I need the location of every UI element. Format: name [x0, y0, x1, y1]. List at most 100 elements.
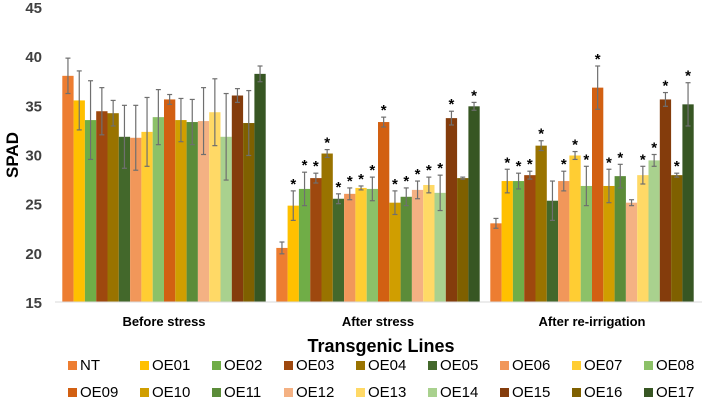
bar-oe04	[535, 145, 547, 302]
bar-oe05	[546, 200, 559, 302]
legend-label: OE16	[584, 384, 622, 401]
legend-label: OE17	[656, 384, 694, 401]
legend-swatch	[428, 361, 437, 370]
legend-item-oe13: OE13	[356, 384, 406, 401]
y-tick-label: 20	[25, 246, 42, 263]
legend-label: OE04	[368, 357, 406, 374]
significance-star: *	[471, 87, 477, 104]
y-ticks: 15 20 25 30 35 40 45	[25, 0, 42, 312]
legend-label: OE11	[224, 384, 261, 401]
legend-swatch	[284, 388, 293, 397]
legend-label: OE07	[584, 357, 622, 374]
bar-oe11	[186, 122, 198, 302]
legend-swatch	[140, 388, 149, 397]
legend-label: OE14	[440, 384, 478, 401]
legend-label: OE13	[368, 384, 406, 401]
significance-star: *	[606, 154, 612, 171]
bar-oe01	[501, 181, 513, 302]
legend-item-oe07: OE07	[572, 357, 622, 374]
bar-oe07	[569, 155, 581, 302]
legend-item-oe05: OE05	[428, 357, 478, 374]
legend-swatch	[140, 361, 149, 370]
significance-star: *	[617, 149, 623, 166]
significance-star: *	[358, 171, 364, 188]
y-tick-label: 35	[25, 98, 42, 115]
bar-oe06	[344, 193, 356, 302]
bar-oe14	[434, 192, 446, 302]
significance-star: *	[449, 96, 455, 113]
significance-star: *	[663, 78, 669, 95]
significance-star: *	[437, 160, 443, 177]
legend-swatch	[572, 388, 581, 397]
legend-swatch	[428, 388, 437, 397]
legend-swatch	[212, 361, 221, 370]
bar-oe05	[332, 198, 345, 302]
legend-swatch	[68, 361, 77, 370]
y-tick-label: 40	[25, 49, 42, 66]
bar-oe08	[152, 117, 164, 302]
legend-item-oe02: OE02	[212, 357, 262, 374]
y-tick-label: 25	[25, 197, 42, 214]
significance-star: *	[302, 157, 308, 174]
significance-star: *	[527, 156, 533, 173]
significance-star: *	[651, 140, 657, 157]
legend-label: OE08	[656, 357, 694, 374]
bar-oe15	[659, 99, 672, 302]
legend-swatch	[356, 361, 365, 370]
significance-star: *	[674, 158, 680, 175]
bar-oe10	[389, 202, 401, 302]
bar-oe17	[254, 73, 266, 302]
bar-oe17	[468, 106, 480, 302]
bar-oe11	[614, 176, 626, 302]
y-axis-title: SPAD	[3, 132, 22, 178]
bar-oe04	[107, 113, 119, 302]
category-labels: Before stress After stress After re-irriga…	[122, 314, 645, 329]
bar-oe14	[648, 160, 660, 302]
significance-star: *	[313, 158, 319, 175]
legend-item-oe01: OE01	[140, 357, 190, 374]
bar-oe12	[197, 121, 210, 302]
significance-star: *	[685, 68, 691, 85]
bar-oe07	[355, 187, 367, 302]
significance-star: *	[381, 102, 387, 119]
legend-item-oe06: OE06	[500, 357, 550, 374]
significance-star: *	[369, 162, 375, 179]
significance-star: *	[403, 173, 409, 190]
legend: NT OE01 OE02 OE03 OE04 OE05 OE06 OE07 OE08 OE09 OE…	[68, 357, 694, 401]
significance-star: *	[572, 137, 578, 154]
bar-oe08	[366, 188, 378, 302]
bar-oe16	[671, 175, 683, 302]
legend-item-oe16: OE16	[572, 384, 622, 401]
bar-oe08	[580, 185, 592, 302]
bar-oe09	[164, 99, 176, 302]
bar-oe06	[130, 137, 142, 302]
legend-item-oe03: OE03	[284, 357, 334, 374]
legend-label: NT	[80, 357, 100, 374]
legend-label: OE12	[296, 384, 334, 401]
legend-label: OE01	[152, 357, 190, 374]
bar-oe17	[682, 104, 694, 302]
bar-oe14	[220, 136, 232, 302]
significance-star: *	[415, 166, 421, 183]
significance-star: *	[640, 151, 646, 168]
legend-swatch	[212, 388, 221, 397]
bar-oe16	[243, 123, 255, 303]
legend-label: OE15	[512, 384, 550, 401]
significance-star: *	[516, 158, 522, 175]
bar-oe13	[637, 175, 649, 302]
significance-star: *	[290, 176, 296, 193]
bar-oe02	[298, 188, 311, 302]
bar-oe16	[457, 178, 469, 302]
bar-oe05	[118, 136, 131, 302]
bar-oe03	[96, 111, 108, 302]
bars-layer: * * * * * * * * * * * * * * * * * * * * * * * * * * * * * * *	[62, 51, 694, 303]
bar-oe04	[321, 153, 333, 302]
y-tick-label: 30	[25, 148, 42, 165]
legend-item-oe08: OE08	[644, 357, 694, 374]
bar-nt	[62, 75, 74, 302]
x-axis-title: Transgenic Lines	[307, 336, 454, 356]
bar-oe01	[73, 100, 85, 303]
legend-item-oe12: OE12	[284, 384, 334, 401]
